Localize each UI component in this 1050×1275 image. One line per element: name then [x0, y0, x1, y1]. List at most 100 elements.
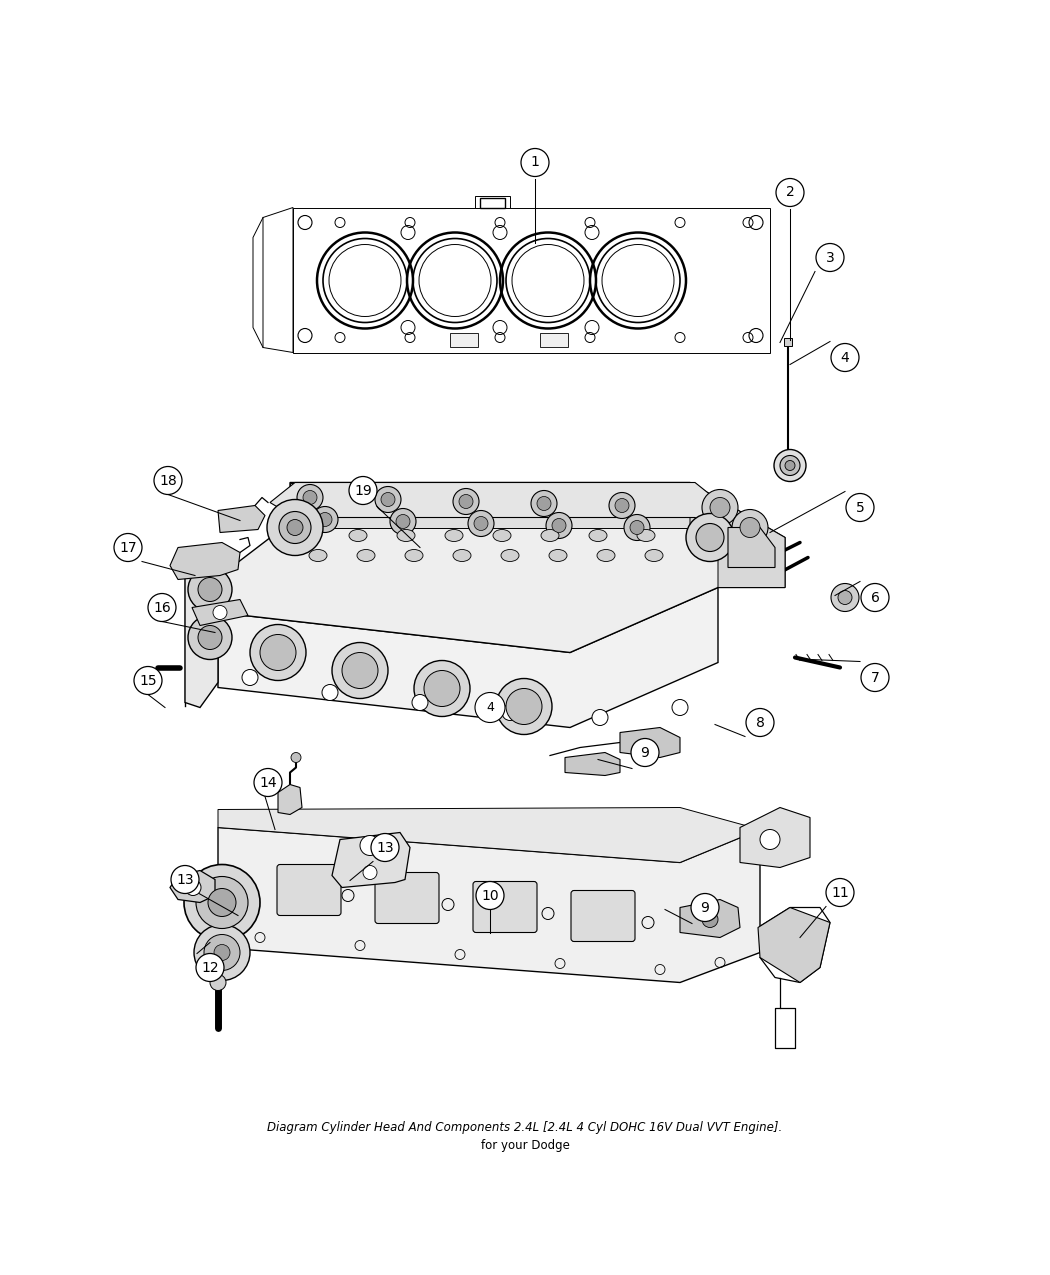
Circle shape	[196, 876, 248, 928]
Circle shape	[213, 606, 227, 620]
Circle shape	[506, 688, 542, 724]
Circle shape	[696, 524, 724, 552]
Text: 19: 19	[354, 483, 372, 497]
Circle shape	[208, 889, 236, 917]
Polygon shape	[680, 899, 740, 937]
Polygon shape	[262, 208, 293, 352]
FancyBboxPatch shape	[375, 872, 439, 923]
Circle shape	[537, 496, 551, 510]
Circle shape	[322, 685, 338, 700]
Circle shape	[496, 678, 552, 734]
Polygon shape	[170, 542, 240, 580]
Bar	[450, 333, 478, 347]
FancyBboxPatch shape	[277, 864, 341, 915]
Circle shape	[475, 692, 505, 723]
Text: 8: 8	[756, 715, 764, 729]
Ellipse shape	[397, 529, 415, 542]
Circle shape	[198, 578, 222, 602]
Circle shape	[672, 700, 688, 715]
Text: 5: 5	[856, 501, 864, 515]
Ellipse shape	[301, 529, 319, 542]
Text: 16: 16	[153, 601, 171, 615]
Text: 7: 7	[870, 671, 880, 685]
Polygon shape	[565, 752, 620, 775]
Circle shape	[776, 179, 804, 207]
Circle shape	[774, 450, 806, 482]
Circle shape	[531, 491, 556, 516]
Ellipse shape	[357, 550, 375, 561]
Polygon shape	[758, 908, 830, 983]
Text: 17: 17	[120, 541, 136, 555]
Circle shape	[552, 519, 566, 533]
Circle shape	[360, 835, 380, 856]
Ellipse shape	[589, 529, 607, 542]
Circle shape	[171, 866, 200, 894]
Polygon shape	[170, 871, 215, 903]
Circle shape	[210, 974, 226, 991]
Circle shape	[826, 878, 854, 907]
Polygon shape	[290, 482, 690, 528]
Text: 14: 14	[259, 775, 277, 789]
FancyBboxPatch shape	[472, 881, 537, 932]
Circle shape	[746, 709, 774, 737]
Ellipse shape	[494, 529, 511, 542]
Circle shape	[134, 667, 162, 695]
Polygon shape	[218, 588, 718, 728]
Circle shape	[838, 590, 852, 604]
Circle shape	[312, 506, 338, 533]
Circle shape	[188, 616, 232, 659]
Text: 3: 3	[825, 250, 835, 264]
Circle shape	[349, 477, 377, 505]
Circle shape	[390, 509, 416, 534]
Text: 1: 1	[530, 156, 540, 170]
Text: 11: 11	[832, 886, 848, 899]
Circle shape	[740, 518, 760, 538]
Circle shape	[861, 663, 889, 691]
Polygon shape	[270, 482, 720, 533]
Ellipse shape	[453, 550, 471, 561]
Circle shape	[154, 467, 182, 495]
Text: 18: 18	[160, 473, 176, 487]
Circle shape	[861, 584, 889, 612]
Ellipse shape	[309, 550, 327, 561]
Circle shape	[546, 513, 572, 538]
Circle shape	[279, 511, 311, 543]
Text: 9: 9	[700, 900, 710, 914]
Circle shape	[214, 945, 230, 960]
Circle shape	[459, 495, 473, 509]
Ellipse shape	[405, 550, 423, 561]
Bar	[540, 333, 568, 347]
Circle shape	[502, 705, 518, 720]
Circle shape	[396, 515, 410, 529]
Circle shape	[318, 513, 332, 527]
Circle shape	[287, 519, 303, 536]
Ellipse shape	[541, 529, 559, 542]
Circle shape	[521, 148, 549, 176]
Polygon shape	[218, 827, 760, 983]
Text: 4: 4	[841, 351, 849, 365]
Circle shape	[414, 660, 470, 717]
Circle shape	[342, 653, 378, 689]
Polygon shape	[784, 338, 792, 346]
Circle shape	[363, 866, 377, 880]
Circle shape	[691, 894, 719, 922]
Ellipse shape	[349, 529, 368, 542]
Circle shape	[424, 671, 460, 706]
Circle shape	[332, 643, 388, 699]
Circle shape	[371, 834, 399, 862]
Text: 15: 15	[140, 673, 156, 687]
Text: 9: 9	[640, 746, 650, 760]
Circle shape	[630, 520, 644, 534]
Circle shape	[188, 567, 232, 612]
Ellipse shape	[445, 529, 463, 542]
Circle shape	[760, 830, 780, 849]
Polygon shape	[293, 208, 770, 352]
Circle shape	[831, 343, 859, 371]
Circle shape	[250, 625, 306, 681]
Polygon shape	[218, 505, 265, 533]
Circle shape	[184, 864, 260, 941]
Polygon shape	[728, 528, 775, 567]
Circle shape	[631, 738, 659, 766]
Text: 2: 2	[785, 185, 795, 199]
Polygon shape	[480, 198, 505, 208]
